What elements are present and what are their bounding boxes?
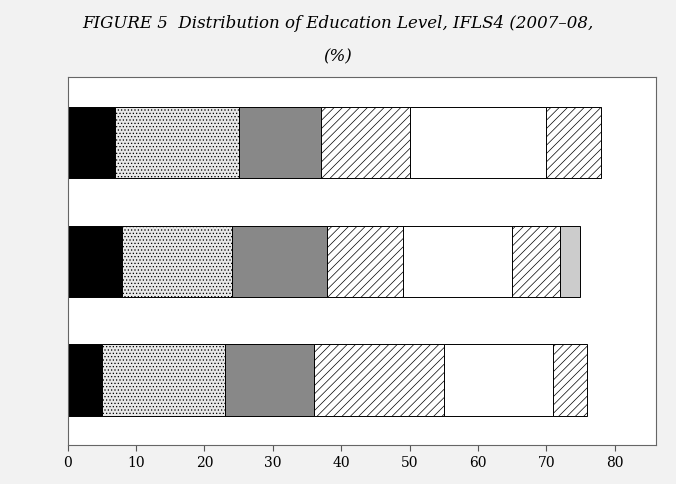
Bar (232, 226, 327, 297)
Bar (443, 345, 553, 416)
Bar (116, 107, 239, 178)
Bar (68, 226, 122, 297)
Bar (68, 285, 656, 356)
Bar (327, 226, 403, 297)
Bar (122, 226, 232, 297)
Bar (403, 226, 512, 297)
Bar (68, 107, 116, 178)
Bar (320, 107, 410, 178)
Bar (225, 345, 314, 416)
Bar (68, 166, 656, 238)
Bar (102, 345, 225, 416)
Text: (%): (%) (324, 48, 352, 65)
Bar (553, 345, 587, 416)
Bar (239, 107, 320, 178)
Bar (546, 107, 601, 178)
Bar (68, 345, 102, 416)
Bar (560, 226, 581, 297)
Bar (314, 345, 443, 416)
Bar (512, 226, 560, 297)
Text: FIGURE 5  Distribution of Education Level, IFLS4 (2007–08,: FIGURE 5 Distribution of Education Level… (82, 15, 594, 31)
Bar (410, 107, 546, 178)
